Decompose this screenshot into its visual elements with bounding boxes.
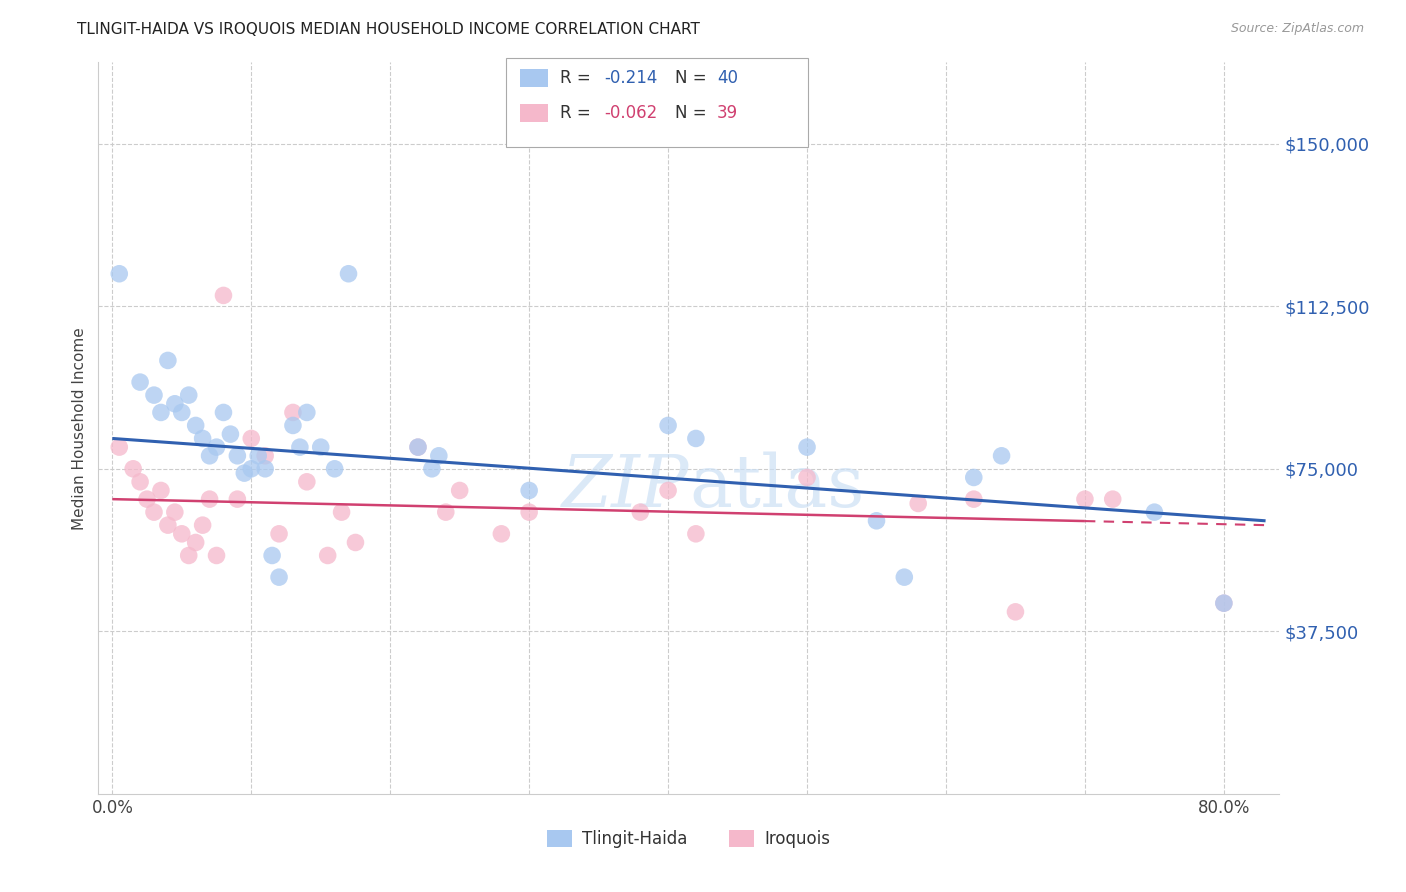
- Point: [247, 449, 270, 463]
- Point: [136, 492, 159, 507]
- Point: [108, 440, 131, 454]
- Point: [233, 466, 256, 480]
- Point: [205, 440, 228, 454]
- Point: [267, 526, 290, 541]
- Point: [240, 432, 263, 446]
- Point: [254, 449, 277, 463]
- Point: [1101, 492, 1123, 507]
- Point: [184, 418, 207, 433]
- Point: [1143, 505, 1166, 519]
- Point: [907, 496, 929, 510]
- Point: [149, 483, 172, 498]
- Point: [657, 418, 679, 433]
- Point: [240, 462, 263, 476]
- Point: [177, 549, 200, 563]
- Text: Source: ZipAtlas.com: Source: ZipAtlas.com: [1230, 22, 1364, 36]
- Text: ZIP: ZIP: [561, 451, 689, 522]
- Point: [517, 483, 540, 498]
- Point: [295, 475, 318, 489]
- Point: [226, 449, 249, 463]
- Point: [163, 505, 186, 519]
- Text: -0.062: -0.062: [605, 104, 658, 122]
- Point: [262, 549, 284, 563]
- Point: [796, 440, 818, 454]
- Point: [449, 483, 471, 498]
- Point: [517, 505, 540, 519]
- Point: [628, 505, 651, 519]
- Text: R =: R =: [560, 104, 596, 122]
- Point: [963, 470, 986, 484]
- Point: [254, 462, 277, 476]
- Text: N =: N =: [675, 104, 711, 122]
- Text: 39: 39: [717, 104, 738, 122]
- Point: [129, 475, 152, 489]
- Text: atlas: atlas: [689, 451, 865, 522]
- Point: [170, 405, 193, 419]
- Point: [657, 483, 679, 498]
- Point: [184, 535, 207, 549]
- Point: [685, 432, 707, 446]
- Point: [212, 288, 235, 302]
- Point: [281, 418, 304, 433]
- Point: [163, 397, 186, 411]
- Point: [156, 518, 179, 533]
- Point: [198, 492, 221, 507]
- Point: [198, 449, 221, 463]
- Point: [420, 462, 443, 476]
- Point: [434, 505, 457, 519]
- Point: [990, 449, 1012, 463]
- Point: [122, 462, 145, 476]
- Point: [406, 440, 429, 454]
- Point: [1074, 492, 1097, 507]
- Point: [491, 526, 513, 541]
- Point: [344, 535, 367, 549]
- Point: [191, 432, 214, 446]
- Point: [267, 570, 290, 584]
- Point: [337, 267, 360, 281]
- Point: [796, 470, 818, 484]
- Legend: Tlingit-Haida, Iroquois: Tlingit-Haida, Iroquois: [541, 823, 837, 855]
- Text: -0.214: -0.214: [605, 69, 658, 87]
- Point: [1212, 596, 1234, 610]
- Point: [427, 449, 450, 463]
- Point: [288, 440, 311, 454]
- Text: R =: R =: [560, 69, 596, 87]
- Point: [281, 405, 304, 419]
- Point: [143, 388, 166, 402]
- Point: [170, 526, 193, 541]
- Point: [226, 492, 249, 507]
- Point: [963, 492, 986, 507]
- Point: [149, 405, 172, 419]
- Text: TLINGIT-HAIDA VS IROQUOIS MEDIAN HOUSEHOLD INCOME CORRELATION CHART: TLINGIT-HAIDA VS IROQUOIS MEDIAN HOUSEHO…: [77, 22, 700, 37]
- Point: [323, 462, 346, 476]
- Text: 40: 40: [717, 69, 738, 87]
- Text: N =: N =: [675, 69, 711, 87]
- Point: [143, 505, 166, 519]
- Point: [129, 375, 152, 389]
- Point: [309, 440, 332, 454]
- Point: [177, 388, 200, 402]
- Y-axis label: Median Household Income: Median Household Income: [72, 326, 87, 530]
- Point: [1212, 596, 1234, 610]
- Point: [685, 526, 707, 541]
- Point: [406, 440, 429, 454]
- Point: [865, 514, 887, 528]
- Point: [205, 549, 228, 563]
- Point: [330, 505, 353, 519]
- Point: [893, 570, 915, 584]
- Point: [212, 405, 235, 419]
- Point: [219, 427, 242, 442]
- Point: [1004, 605, 1026, 619]
- Point: [295, 405, 318, 419]
- Point: [316, 549, 339, 563]
- Point: [156, 353, 179, 368]
- Point: [108, 267, 131, 281]
- Point: [191, 518, 214, 533]
